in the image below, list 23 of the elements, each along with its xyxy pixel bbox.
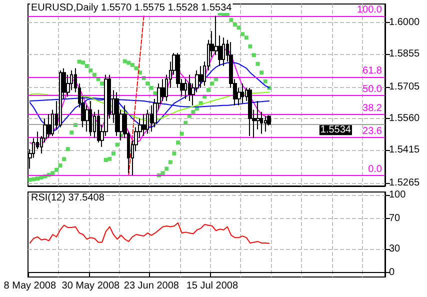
- y-tick-label: 1.5560: [389, 112, 420, 124]
- y-tick-label: 1.5855: [389, 48, 420, 60]
- y-tick-label: 1.5705: [389, 81, 420, 92]
- x-tick-label: 15 Jul 2008: [186, 280, 238, 292]
- x-tick-label: 23 Jun 2008: [124, 280, 180, 292]
- ref-line-label: 1.5534: [320, 124, 352, 136]
- annotation: 61.8: [362, 65, 382, 76]
- y-tick-label: 70: [389, 212, 401, 224]
- annotation: 100.0: [356, 4, 382, 16]
- annotation: 0.0: [368, 164, 382, 175]
- x-tick-label: 8 May 2008: [4, 280, 56, 292]
- y-tick-label: 30: [389, 244, 401, 255]
- y-tick-label: 0: [389, 266, 395, 278]
- chart-title: RSI(12) 37.5408: [31, 192, 105, 204]
- y-tick-label: 100: [389, 190, 406, 201]
- annotation: 50.0: [362, 84, 382, 96]
- y-tick-label: 1.5415: [389, 144, 420, 156]
- y-tick-label: 1.6000: [389, 16, 420, 28]
- annotation: 38.2: [362, 103, 382, 114]
- y-tick-label: 1.5265: [389, 177, 420, 188]
- annotation: 23.6: [362, 126, 382, 138]
- x-tick-label: 30 May 2008: [62, 280, 120, 292]
- chart-title: EURUSD,Daily 1.5570 1.5575 1.5528 1.5534: [31, 2, 232, 14]
